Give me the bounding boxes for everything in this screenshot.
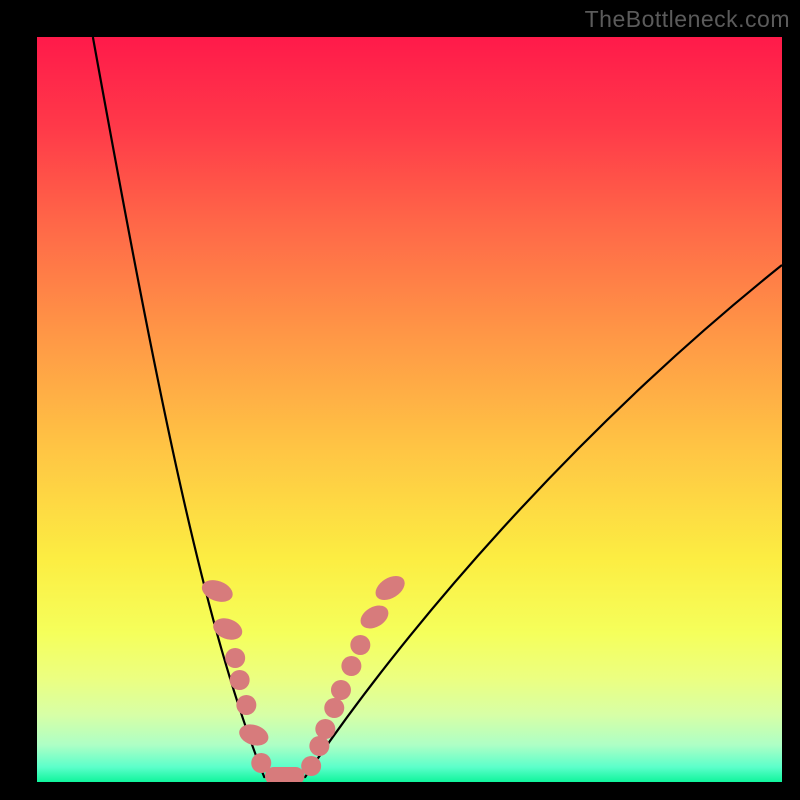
chart-plot-area [37,37,782,782]
data-bead [210,614,245,643]
data-bead [371,571,409,605]
data-bead [350,635,370,655]
watermark-text: TheBottleneck.com [585,6,790,33]
data-bead [331,680,351,700]
data-bead [315,719,335,739]
data-bead [341,656,361,676]
data-bead [324,698,344,718]
data-bead [236,721,271,749]
data-bead [301,756,321,776]
data-bead [225,648,245,668]
bottleneck-curve [93,37,782,777]
data-bead [356,601,392,633]
data-bead [309,736,329,756]
bottleneck-curve-svg [37,37,782,782]
data-bead [236,695,256,715]
data-bead [230,670,250,690]
data-bead [199,576,236,606]
valley-bar [265,767,304,782]
